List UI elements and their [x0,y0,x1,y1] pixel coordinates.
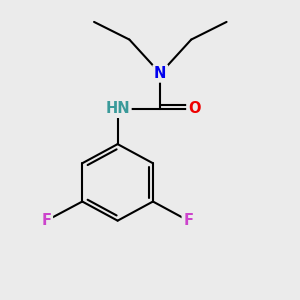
Text: N: N [154,66,167,81]
Text: F: F [41,213,51,228]
Text: F: F [183,213,193,228]
Text: O: O [188,101,200,116]
Text: HN: HN [105,101,130,116]
